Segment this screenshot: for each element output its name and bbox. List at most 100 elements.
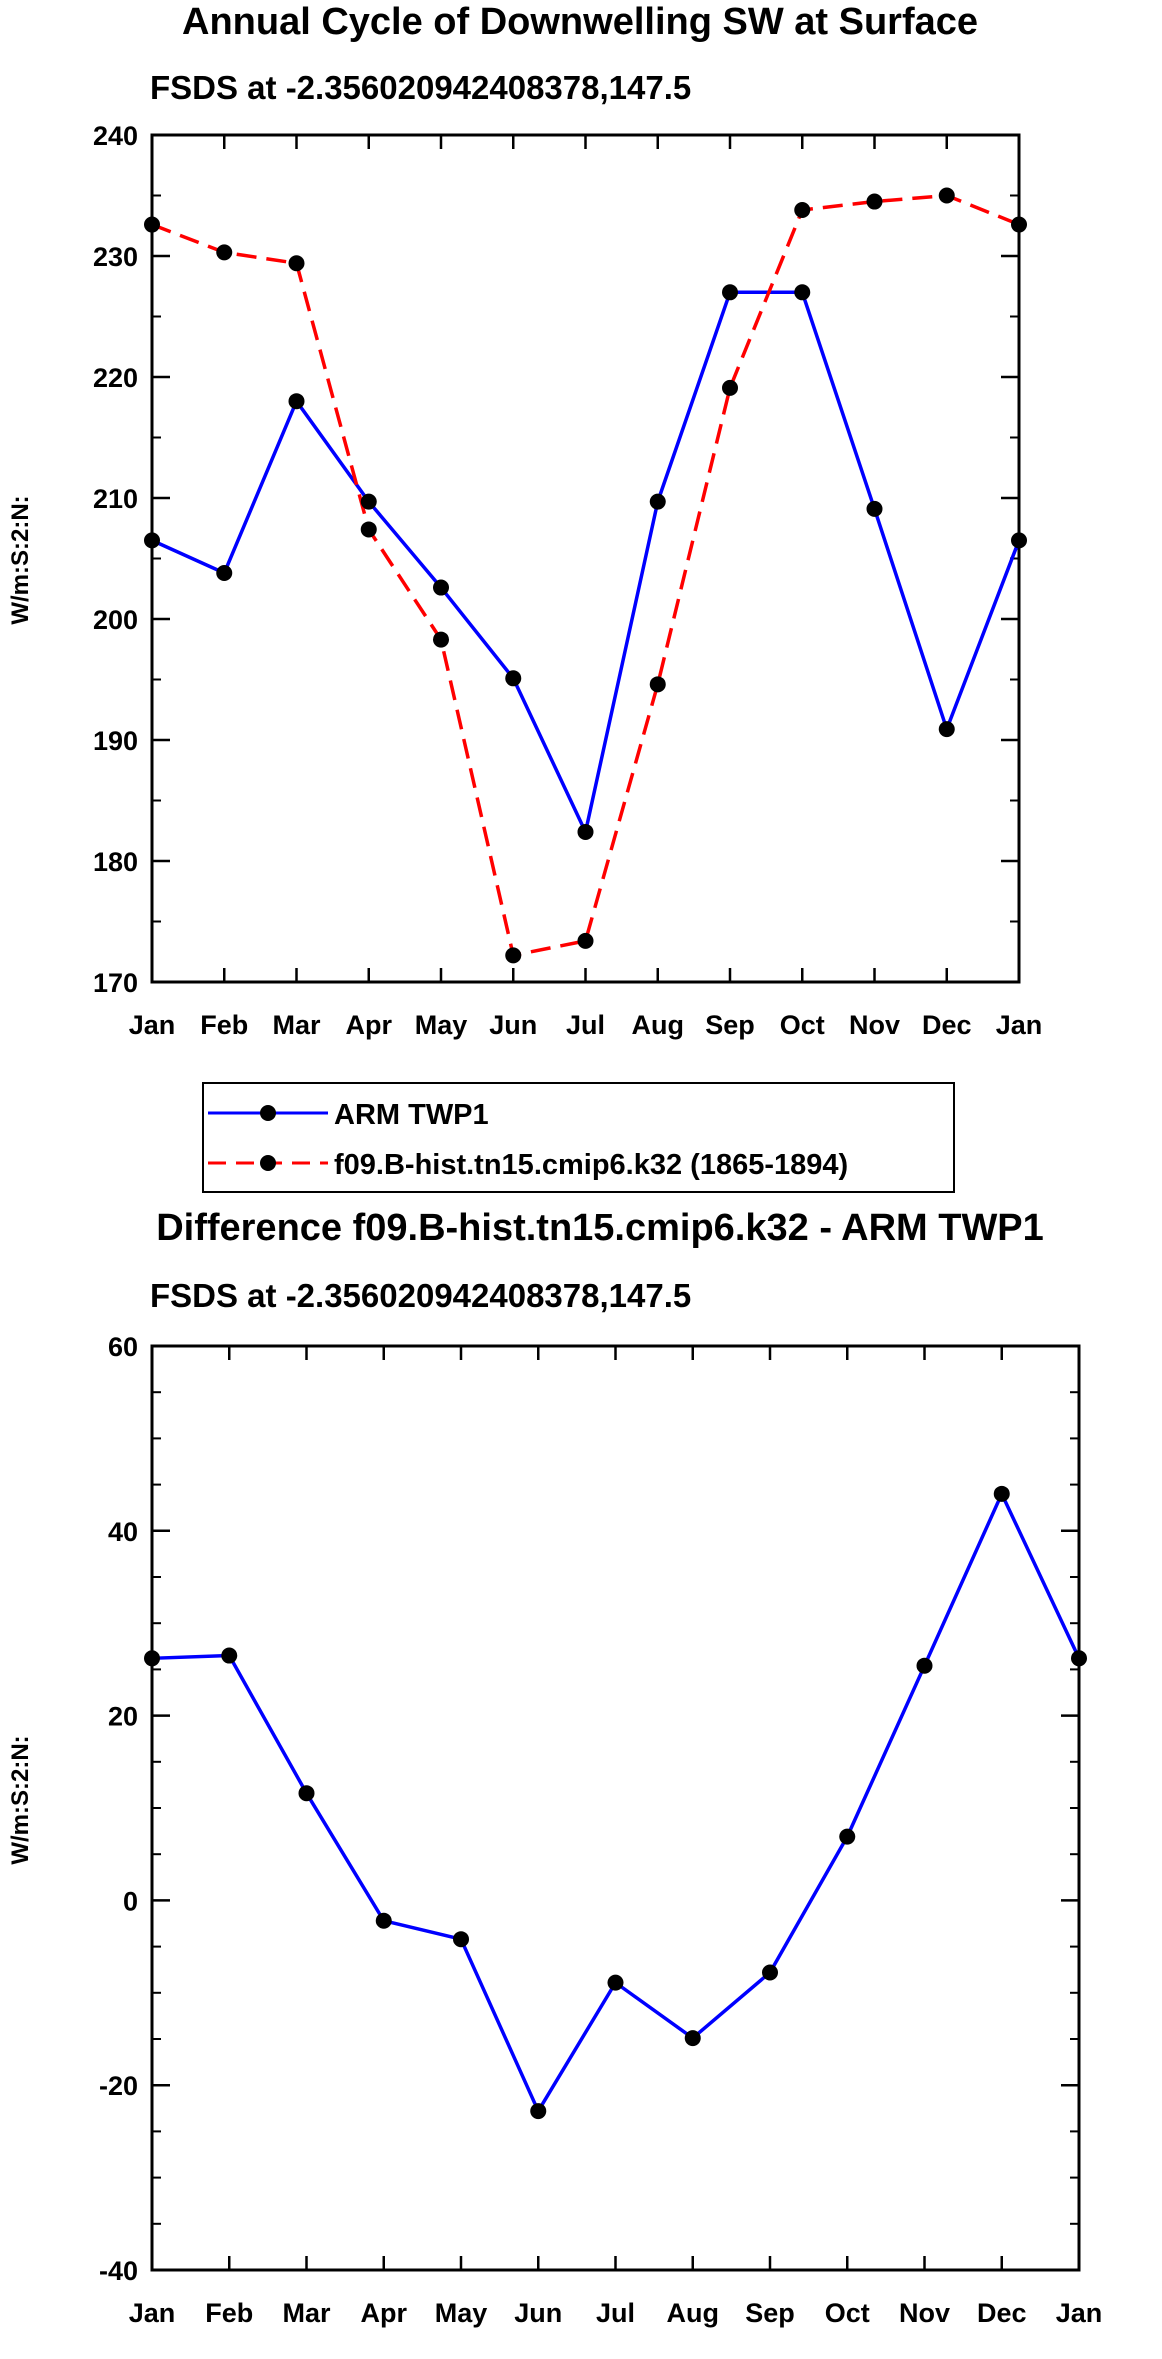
chart2-series — [144, 1485, 1087, 2120]
data-point-0 — [993, 1485, 1010, 1502]
data-point-1 — [866, 193, 883, 210]
y-tick-label: 240 — [93, 121, 138, 151]
series-line-0 — [151, 290, 1021, 834]
difference-chart: Difference f09.B-hist.tn15.cmip6.k32 - A… — [7, 1207, 1102, 2328]
data-point-0 — [144, 532, 160, 549]
y-tick-label: -20 — [99, 2071, 138, 2101]
data-point-1 — [216, 244, 233, 261]
x-tick-label: Apr — [346, 1010, 393, 1040]
data-point-1 — [505, 947, 522, 964]
data-point-0 — [144, 1650, 160, 1667]
y-tick-label: 180 — [93, 847, 138, 877]
y-tick-label: -40 — [99, 2256, 138, 2286]
x-tick-label: Jan — [129, 2298, 176, 2328]
data-point-0 — [577, 823, 594, 840]
x-tick-label: May — [415, 1010, 468, 1040]
data-point-1 — [722, 379, 738, 396]
data-point-0 — [360, 493, 377, 510]
plot-frame — [150, 1344, 1081, 2272]
chart1-ylabel: W/m:S:2:N: — [7, 495, 34, 624]
data-point-0 — [762, 1964, 778, 1981]
y-tick-label: 230 — [93, 242, 138, 272]
data-point-1 — [144, 216, 160, 233]
x-tick-label: Mar — [282, 2298, 331, 2328]
data-point-1 — [577, 932, 594, 949]
data-point-0 — [1071, 1650, 1087, 1667]
x-tick-label: Aug — [632, 1010, 684, 1040]
data-point-0 — [794, 284, 811, 301]
chart2-subtitle: FSDS at -2.356020942408378,147.5 — [150, 1277, 691, 1314]
legend-marker-model — [260, 1155, 276, 1171]
x-tick-label: Jul — [596, 2298, 635, 2328]
legend-box — [202, 1082, 955, 1193]
chart1-title: Annual Cycle of Downwelling SW at Surfac… — [182, 1, 978, 43]
y-tick-label: 20 — [108, 1702, 138, 1732]
series-line-1 — [151, 193, 1020, 958]
x-tick-label: Nov — [899, 2298, 950, 2328]
y-tick-label: 170 — [93, 968, 138, 998]
data-point-0 — [839, 1828, 856, 1845]
y-tick-label: 40 — [108, 1517, 138, 1547]
x-tick-label: Nov — [849, 1010, 900, 1040]
series-line-0 — [151, 1492, 1081, 2113]
data-point-0 — [607, 1974, 624, 1991]
x-tick-label: Dec — [977, 2298, 1027, 2328]
data-point-1 — [288, 255, 305, 272]
x-tick-label: Jun — [514, 2298, 562, 2328]
y-tick-label: 210 — [93, 484, 138, 514]
x-tick-label: Sep — [705, 1010, 755, 1040]
data-point-1 — [794, 202, 811, 219]
x-tick-label: Jan — [996, 1010, 1043, 1040]
x-tick-label: Jun — [489, 1010, 537, 1040]
x-tick-label: Mar — [272, 1010, 321, 1040]
x-tick-label: Dec — [922, 1010, 972, 1040]
data-point-0 — [649, 493, 666, 510]
data-point-0 — [916, 1657, 933, 1674]
data-point-1 — [1011, 216, 1027, 233]
data-point-0 — [216, 565, 233, 582]
data-point-0 — [530, 2103, 547, 2120]
data-point-0 — [722, 284, 738, 301]
data-point-0 — [433, 579, 449, 596]
annual-cycle-chart: Annual Cycle of Downwelling SW at Surfac… — [7, 1, 1042, 1040]
data-point-0 — [453, 1931, 469, 1948]
x-tick-label: Jan — [129, 1010, 176, 1040]
x-tick-label: May — [435, 2298, 488, 2328]
x-tick-label: Feb — [200, 1010, 248, 1040]
x-tick-label: Oct — [780, 1010, 825, 1040]
legend-label-model: f09.B-hist.tn15.cmip6.k32 (1865-1894) — [334, 1149, 848, 1181]
y-tick-label: 220 — [93, 363, 138, 393]
y-tick-label: 200 — [93, 605, 138, 635]
y-tick-label: 190 — [93, 726, 138, 756]
chart1-axes: Jan Feb Mar Apr May Jun Jul Aug Sep Oct Nov Dec Jan 1… — [93, 121, 1042, 1040]
x-tick-label: Aug — [667, 2298, 719, 2328]
x-tick-label: Oct — [825, 2298, 870, 2328]
data-point-0 — [221, 1647, 238, 1664]
data-point-1 — [938, 187, 955, 204]
chart2-ylabel: W/m:S:2:N: — [7, 1735, 34, 1864]
x-tick-label: Sep — [745, 2298, 795, 2328]
x-tick-label: Jan — [1056, 2298, 1103, 2328]
x-tick-label: Feb — [205, 2298, 253, 2328]
data-point-0 — [866, 500, 883, 517]
legend-label-arm: ARM TWP1 — [334, 1099, 489, 1131]
data-point-1 — [360, 521, 377, 538]
data-point-0 — [1011, 532, 1027, 549]
chart1-subtitle: FSDS at -2.356020942408378,147.5 — [150, 69, 691, 106]
data-point-0 — [375, 1912, 392, 1929]
data-point-1 — [433, 631, 449, 648]
chart2-title: Difference f09.B-hist.tn15.cmip6.k32 - A… — [156, 1207, 1044, 1249]
chart1-series — [144, 187, 1027, 964]
data-point-0 — [288, 393, 305, 410]
legend: ARM TWP1 f09.B-hist.tn15.cmip6.k32 (1865… — [202, 1082, 955, 1193]
legend-marker-arm — [260, 1105, 276, 1121]
data-point-0 — [938, 721, 955, 738]
data-point-0 — [298, 1785, 315, 1802]
data-point-1 — [649, 676, 666, 693]
y-tick-label: 60 — [108, 1332, 138, 1362]
y-tick-label: 0 — [123, 1886, 138, 1916]
x-tick-label: Apr — [361, 2298, 408, 2328]
data-point-0 — [505, 670, 522, 687]
x-tick-label: Jul — [566, 1010, 605, 1040]
